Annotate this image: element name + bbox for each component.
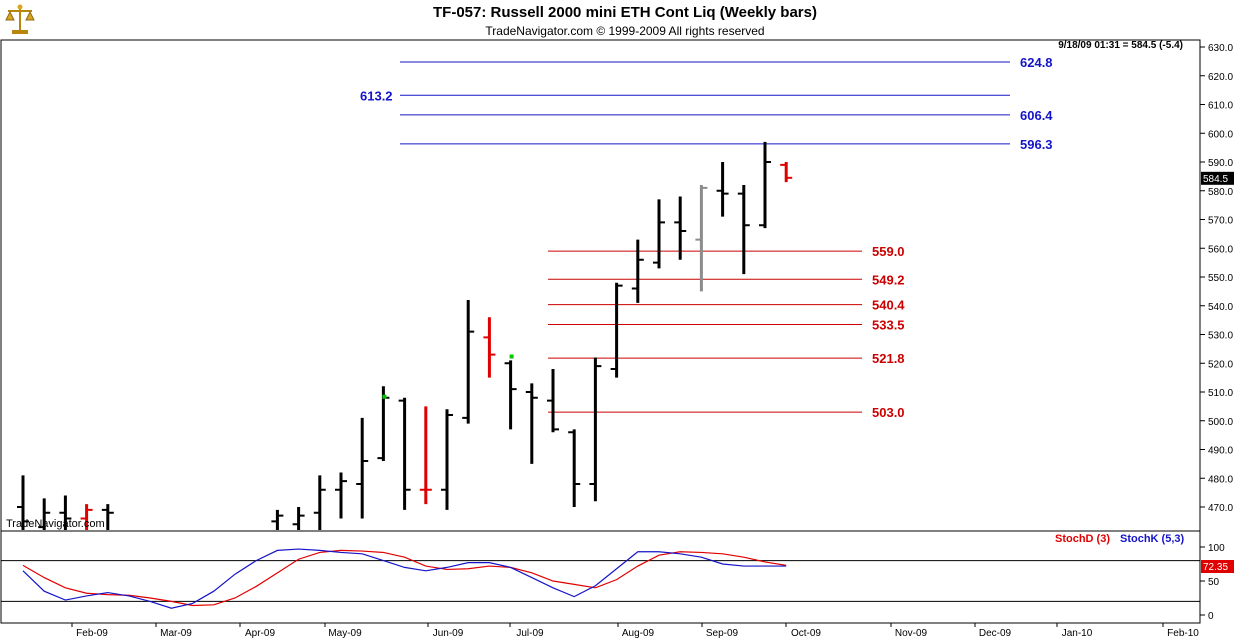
chart-title: TF-057: Russell 2000 mini ETH Cont Liq (… — [433, 4, 817, 21]
fib-label-red: 503.0 — [872, 405, 905, 420]
date-tick-label: Oct-09 — [791, 628, 821, 639]
last-stoch-label: 72.35 — [1203, 562, 1228, 573]
price-ytick-label: 570.0 — [1208, 216, 1233, 227]
price-ytick-label: 620.0 — [1208, 72, 1233, 83]
fib-label-blue: 606.4 — [1020, 108, 1053, 123]
fib-label-red: 533.5 — [872, 317, 905, 332]
legend-stochd: StochD (3) — [1055, 533, 1110, 545]
price-ytick-label: 560.0 — [1208, 244, 1233, 255]
price-ytick-label: 540.0 — [1208, 302, 1233, 313]
price-ytick-label: 490.0 — [1208, 446, 1233, 457]
date-tick-label: Nov-09 — [895, 628, 928, 639]
stoch-series-line — [22, 549, 787, 607]
price-ytick-label: 510.0 — [1208, 388, 1233, 399]
price-ytick-label: 470.0 — [1208, 503, 1233, 514]
stoch-ytick-label: 0 — [1208, 611, 1214, 622]
price-ytick-label: 500.0 — [1208, 417, 1233, 428]
date-tick-label: Jul-09 — [516, 628, 544, 639]
fib-label-blue: 624.8 — [1020, 55, 1053, 70]
fib-label-blue: 596.3 — [1020, 137, 1053, 152]
green-marker — [509, 354, 514, 359]
scales-logo-icon — [5, 4, 35, 34]
fib-label-red: 521.8 — [872, 351, 905, 366]
watermark-text: TradeNavigator.com — [6, 518, 105, 530]
chart-copyright: TradeNavigator.com © 1999-2009 All right… — [485, 24, 765, 38]
last-stoch-tag — [1201, 560, 1234, 573]
stoch-series-line — [22, 548, 787, 609]
price-ytick-label: 520.0 — [1208, 359, 1233, 370]
price-ytick-label: 600.0 — [1208, 129, 1233, 140]
fib-label-red: 549.2 — [872, 272, 905, 287]
green-marker — [382, 394, 387, 399]
stoch-ytick-label: 50 — [1208, 577, 1220, 588]
price-ytick-label: 530.0 — [1208, 331, 1233, 342]
date-tick-label: Apr-09 — [245, 628, 275, 639]
date-tick-label: Feb-09 — [76, 628, 108, 639]
legend-stochk: StochK (5,3) — [1120, 533, 1185, 545]
price-ytick-label: 610.0 — [1208, 101, 1233, 112]
price-ytick-label: 630.0 — [1208, 43, 1233, 54]
price-info-readout: 9/18/09 01:31 = 584.5 (-5.4) — [1058, 40, 1183, 51]
stoch-ytick-label: 100 — [1208, 543, 1225, 554]
date-tick-label: Jun-09 — [433, 628, 464, 639]
date-tick-label: Aug-09 — [622, 628, 655, 639]
date-tick-label: Dec-09 — [979, 628, 1012, 639]
price-ytick-label: 590.0 — [1208, 158, 1233, 169]
fib-label-red: 559.0 — [872, 244, 905, 259]
date-tick-label: Sep-09 — [706, 628, 739, 639]
date-tick-label: May-09 — [328, 628, 362, 639]
price-ytick-label: 550.0 — [1208, 273, 1233, 284]
date-tick-label: Feb-10 — [1167, 628, 1199, 639]
stoch-panel-frame — [0, 530, 1201, 624]
last-price-tag — [1201, 171, 1234, 185]
date-tick-label: Jan-10 — [1062, 628, 1093, 639]
fib-label-red: 540.4 — [872, 298, 905, 313]
date-tick-label: Mar-09 — [160, 628, 192, 639]
fib-label-blue: 613.2 — [360, 88, 393, 103]
price-ytick-label: 480.0 — [1208, 474, 1233, 485]
price-ytick-label: 580.0 — [1208, 187, 1233, 198]
last-price-label: 584.5 — [1203, 174, 1228, 185]
price-panel-frame — [0, 39, 1201, 532]
